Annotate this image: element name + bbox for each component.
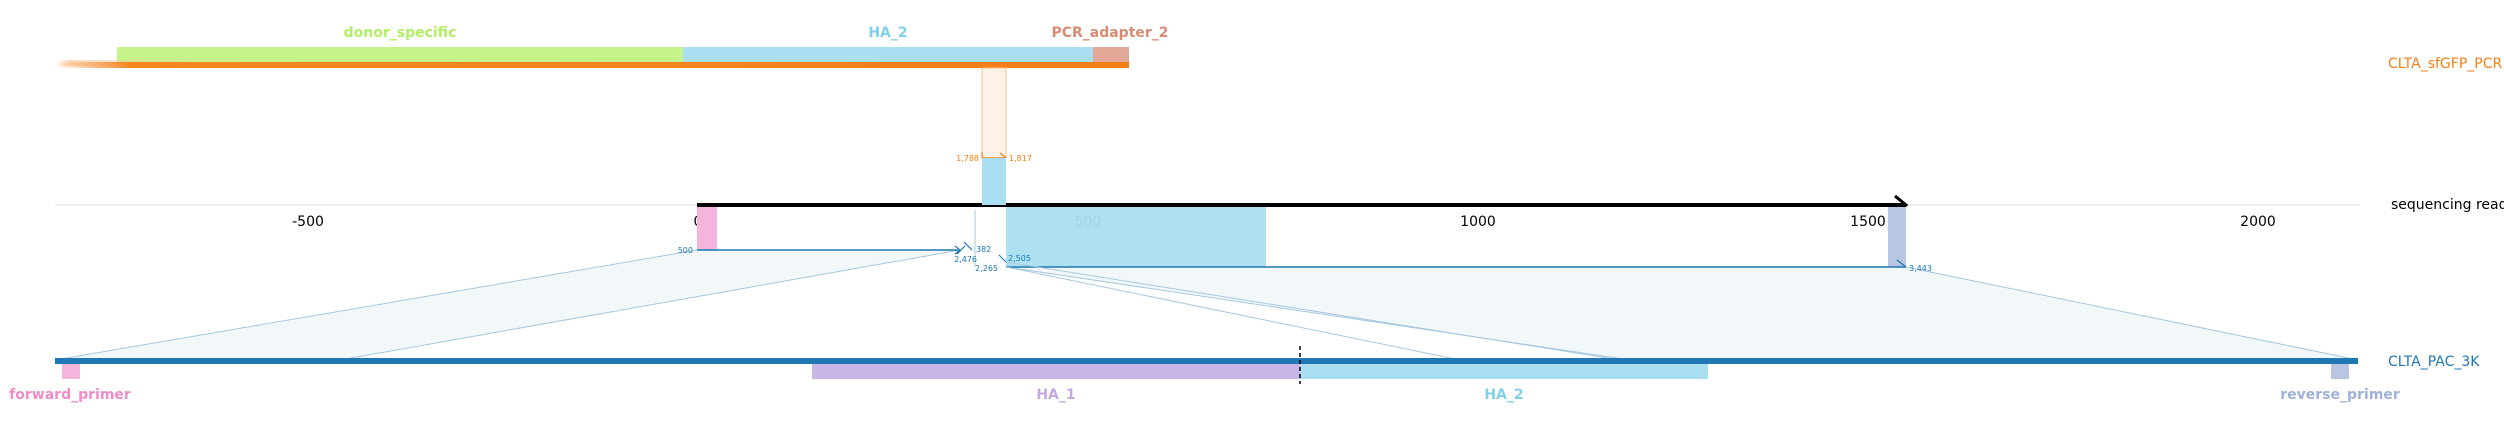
donor-specific-feature[interactable] bbox=[117, 47, 683, 62]
track-label-bottom: CLTA_PAC_3K bbox=[2388, 354, 2480, 370]
pcr-adapter-feature[interactable] bbox=[1093, 47, 1129, 62]
read-block-reverse-primer[interactable] bbox=[1888, 207, 1906, 267]
ha2-top-feature[interactable] bbox=[683, 47, 1093, 62]
coord-top-left: 1,788 bbox=[956, 154, 979, 163]
axis-ticks: -500 0 500 1000 1500 2000 bbox=[292, 214, 2276, 230]
read-block-ha2-b[interactable] bbox=[1006, 207, 1266, 267]
coord-mid-2265: 2,265 bbox=[975, 264, 998, 273]
coord-mid-x: 382 bbox=[976, 245, 991, 254]
tick-label-1500: 1500 bbox=[1850, 214, 1886, 230]
bottom-feature-ha2[interactable] bbox=[1300, 364, 1708, 379]
feature-label-donor-specific: donor_specific bbox=[344, 25, 457, 41]
tick-label-1000: 1000 bbox=[1460, 214, 1496, 230]
coord-top-right: 1,817 bbox=[1009, 154, 1032, 163]
track-label-read: sequencing read bbox=[2391, 197, 2504, 213]
bottom-feature-reverse-primer[interactable] bbox=[2331, 364, 2349, 379]
top-track: donor_specific HA_2 PCR_adapter_2 CLTA_s… bbox=[55, 25, 2502, 72]
bottom-track: forward_primer HA_1 HA_2 reverse_primer … bbox=[9, 346, 2480, 403]
coord-mid-2505: 2,505 bbox=[1008, 254, 1031, 263]
top-sequence-bar[interactable] bbox=[55, 62, 1129, 68]
feature-label-ha1: HA_1 bbox=[1036, 387, 1075, 403]
tick-label-2000: 2000 bbox=[2240, 214, 2276, 230]
read-block-forward-primer[interactable] bbox=[697, 207, 717, 250]
read-track: -500 0 500 1000 1500 2000 sequencing rea… bbox=[55, 158, 2504, 267]
tick-label-neg500: -500 bbox=[292, 214, 324, 230]
bottom-connectors: 500 382 2,476 2,505 2,265 3,443 bbox=[54, 210, 2359, 361]
feature-label-pcr-adapter: PCR_adapter_2 bbox=[1051, 25, 1168, 41]
read-block-ha2-a[interactable] bbox=[982, 158, 1006, 205]
feature-label-ha2-top: HA_2 bbox=[868, 25, 907, 41]
coord-mid-500: 500 bbox=[678, 246, 693, 255]
track-label-top: CLTA_sfGFP_PCR bbox=[2388, 56, 2502, 72]
bottom-feature-ha1[interactable] bbox=[812, 364, 1300, 379]
top-connector: 1,788 1,817 bbox=[956, 67, 1032, 163]
coord-mid-2476: 2,476 bbox=[954, 255, 977, 264]
coord-mid-3443: 3,443 bbox=[1909, 264, 1932, 273]
feature-label-reverse-primer: reverse_primer bbox=[2280, 387, 2400, 403]
feature-label-ha2-bottom: HA_2 bbox=[1484, 387, 1523, 403]
bottom-sequence-bar[interactable] bbox=[55, 358, 2358, 364]
bottom-feature-forward-primer[interactable] bbox=[62, 364, 80, 379]
feature-label-forward-primer: forward_primer bbox=[9, 387, 131, 403]
